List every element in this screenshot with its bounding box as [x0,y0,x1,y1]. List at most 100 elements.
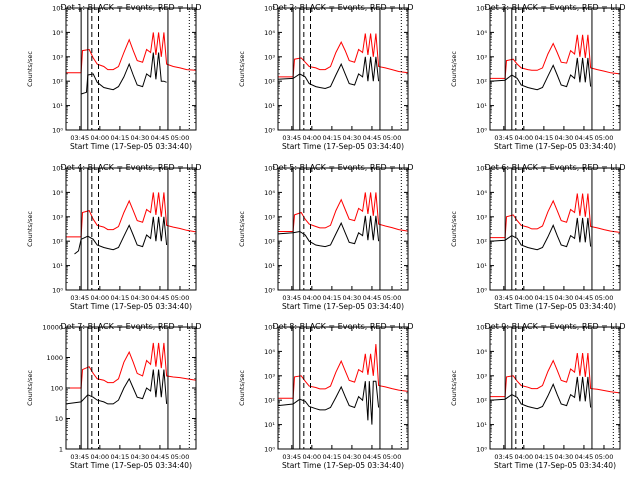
y-tick-label: 10⁴ [476,189,487,197]
y-tick-label: 10⁴ [476,29,487,37]
y-tick-label: 10⁴ [264,348,275,356]
series-line [66,192,196,238]
x-tick-label: 05:00 [595,134,614,142]
x-tick-label: 04:00 [302,134,321,142]
x-tick-label: 04:15 [111,294,130,302]
chart-panel: Det 2: BLACK = Events, RED = LLD 10⁰ 10¹ 10… [238,3,413,151]
y-axis-title: Counts/sec [450,211,458,247]
y-tick-label: 10⁰ [476,127,487,135]
x-tick-label: 04:30 [131,134,150,142]
x-tick-label: 05:00 [595,294,614,302]
series-line [278,192,408,232]
chart-panel: Det 3: BLACK = Events, RED = LLD 10⁰ 10¹ 10… [450,3,625,151]
panel-title: Det 8: BLACK = Events, RED = LLD [273,322,414,331]
x-axis-title: Start Time (17-Sep-05 03:34:40) [282,461,404,470]
y-tick-label: 10¹ [264,102,275,110]
y-axis-title: Counts/sec [26,211,34,247]
x-tick-label: 05:00 [171,294,190,302]
x-tick-label: 03:45 [70,134,89,142]
y-tick-label: 10⁴ [52,29,63,37]
plot-frame [65,326,197,450]
series-line [490,353,620,398]
series-group [66,342,196,405]
x-tick-label: 05:00 [171,453,190,461]
y-axis-title: Counts/sec [238,211,246,247]
y-axis-title: Counts/sec [238,370,246,406]
y-tick-label: 10⁴ [476,348,487,356]
x-axis-title: Start Time (17-Sep-05 03:34:40) [494,302,616,311]
plot-frame [489,7,621,131]
x-tick-label: 04:00 [302,453,321,461]
series-group [278,344,408,425]
y-tick-label: 10⁰ [52,287,63,295]
x-tick-label: 03:45 [70,453,89,461]
plot-frame [277,7,409,131]
series-line [490,193,620,239]
y-tick-label: 10⁵ [52,165,63,173]
y-tick-label: 10³ [476,213,487,221]
y-tick-label: 10⁰ [476,446,487,454]
series-line [490,34,620,79]
y-tick-label: 10⁵ [476,324,487,332]
x-tick-label: 04:15 [111,453,130,461]
plot-frame [489,167,621,291]
x-tick-label: 04:30 [343,294,362,302]
x-tick-label: 03:45 [494,294,513,302]
x-tick-label: 03:45 [282,453,301,461]
y-tick-label: 10⁴ [264,29,275,37]
series-group [66,32,196,95]
y-tick-label: 10¹ [476,262,487,270]
series-line [278,33,408,78]
chart-panel: Det 4: BLACK = Events, RED = LLD 10⁰ 10¹ 10… [26,163,201,311]
x-tick-label: 04:15 [535,453,554,461]
y-tick-label: 10³ [264,213,275,221]
x-tick-label: 04:15 [535,134,554,142]
panel-title: Det 3: BLACK = Events, RED = LLD [485,3,626,12]
y-tick-label: 100 [51,385,63,393]
y-axis-title: Counts/sec [450,370,458,406]
x-tick-label: 04:45 [575,453,594,461]
y-tick-label: 10² [52,238,63,246]
plot-frame [65,7,197,131]
y-tick-label: 10² [476,238,487,246]
y-tick-label: 10³ [52,53,63,61]
x-tick-label: 04:00 [514,134,533,142]
x-tick-label: 04:00 [514,294,533,302]
x-tick-label: 05:00 [171,134,190,142]
x-tick-label: 03:45 [494,134,513,142]
x-axis-title: Start Time (17-Sep-05 03:34:40) [70,142,192,151]
x-tick-label: 03:45 [282,134,301,142]
series-line [66,342,196,389]
x-tick-label: 04:30 [131,453,150,461]
y-axis-title: Counts/sec [26,370,34,406]
plot-frame [277,326,409,450]
y-tick-label: 10⁰ [476,287,487,295]
y-tick-label: 10³ [264,372,275,380]
x-axis-title: Start Time (17-Sep-05 03:34:40) [494,461,616,470]
y-axis-title: Counts/sec [450,51,458,87]
chart-panel: Det 9: BLACK = Events, RED = LLD 10⁰ 10¹ 10… [450,322,625,470]
y-tick-label: 10 [55,415,63,423]
x-tick-label: 04:45 [363,294,382,302]
x-tick-label: 04:45 [575,134,594,142]
panel-title: Det 9: BLACK = Events, RED = LLD [485,322,626,331]
panel-title: Det 7: BLACK = Events, RED = LLD [61,322,202,331]
plot-frame [277,167,409,291]
y-tick-label: 10² [52,78,63,86]
x-tick-label: 04:30 [343,453,362,461]
x-tick-label: 05:00 [595,453,614,461]
y-tick-label: 10¹ [52,102,63,110]
y-tick-label: 10¹ [52,262,63,270]
series-group [278,33,408,90]
x-tick-label: 04:30 [555,453,574,461]
x-tick-label: 04:00 [514,453,533,461]
series-line [490,57,592,91]
y-axis-title: Counts/sec [238,51,246,87]
x-axis-title: Start Time (17-Sep-05 03:34:40) [70,461,192,470]
series-group [490,34,620,91]
chart-panel: Det 8: BLACK = Events, RED = LLD 10⁰ 10¹ 10… [238,322,413,470]
panel-title: Det 1: BLACK = Events, RED = LLD [61,3,202,12]
x-tick-label: 04:15 [323,453,342,461]
